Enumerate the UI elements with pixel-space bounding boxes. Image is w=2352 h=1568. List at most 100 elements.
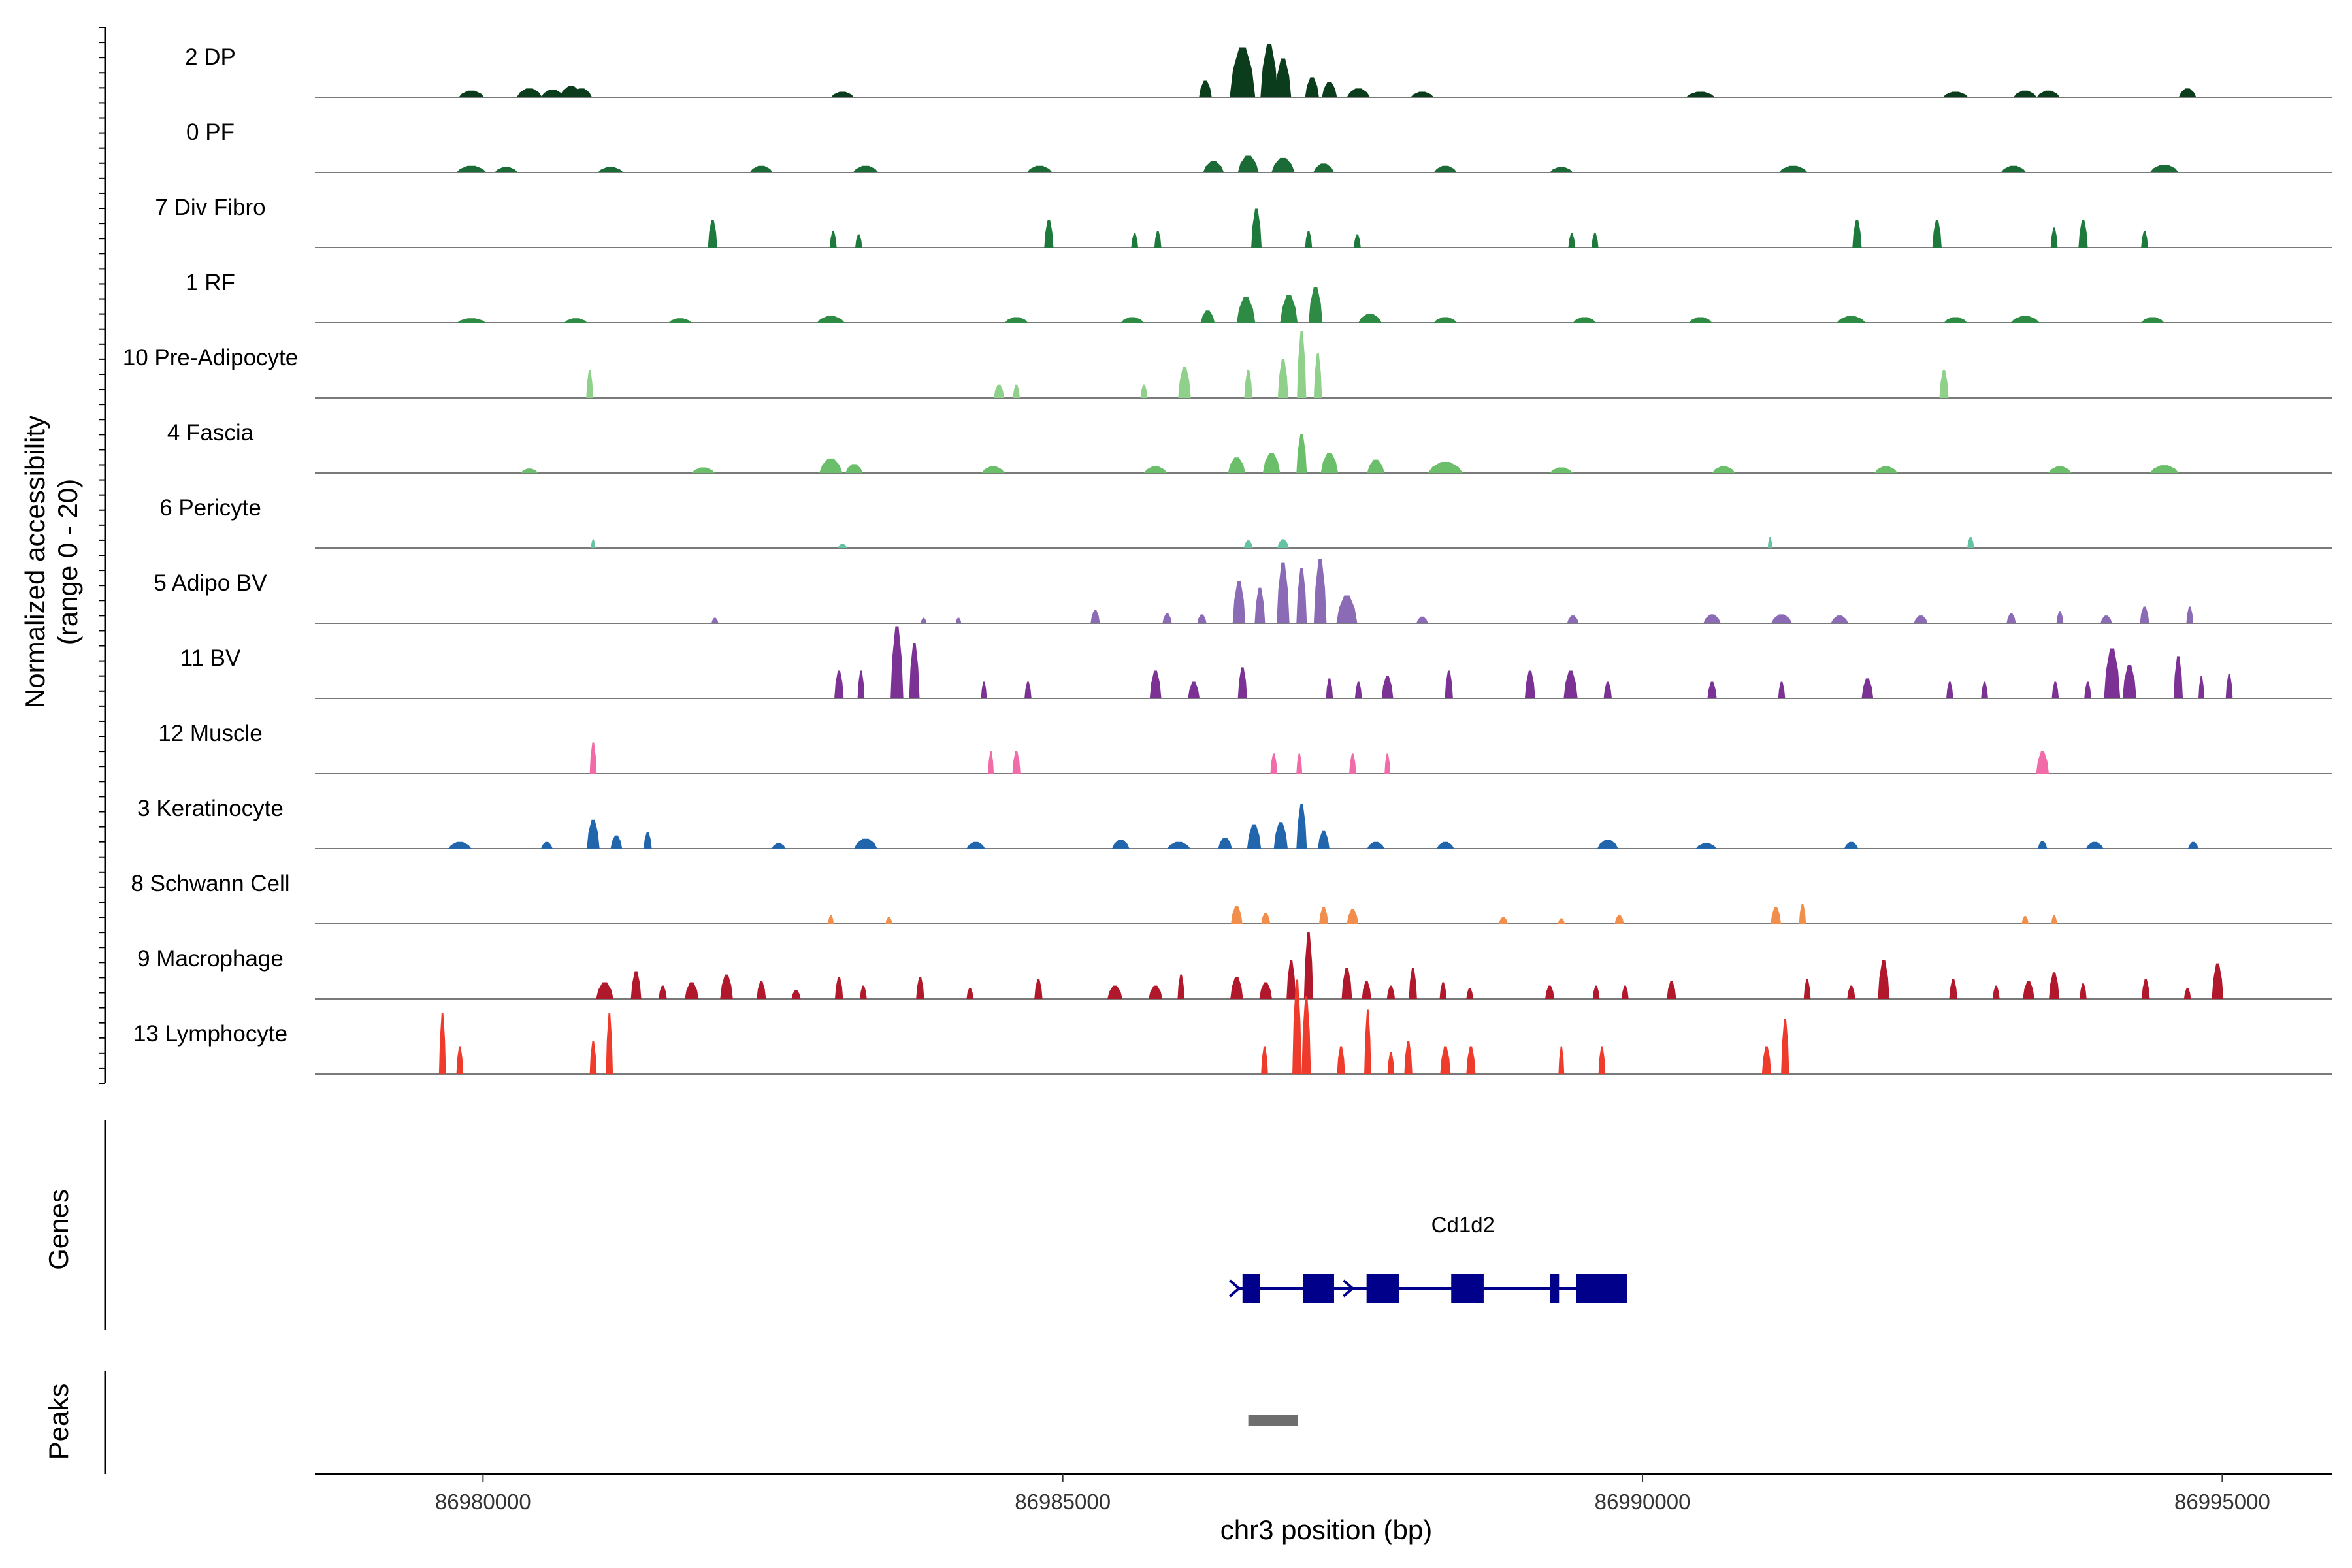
coverage-peak bbox=[1296, 753, 1303, 774]
coverage-peak bbox=[829, 231, 837, 248]
coverage-peak bbox=[860, 985, 867, 999]
coverage-peak bbox=[1466, 1046, 1476, 1074]
coverage-peak bbox=[1558, 918, 1565, 924]
peak-track-title: Peaks bbox=[43, 1384, 74, 1460]
coverage-peak bbox=[1004, 317, 1028, 323]
track-14: 13 Lymphocyte bbox=[133, 979, 2332, 1075]
coverage-peak bbox=[2080, 983, 2087, 999]
coverage-peak bbox=[495, 167, 518, 172]
coverage-peak bbox=[1303, 932, 1314, 999]
coverage-peak bbox=[1803, 979, 1811, 999]
coverage-peak bbox=[1013, 384, 1021, 398]
coverage-peak bbox=[1445, 670, 1453, 698]
gene-name: Cd1d2 bbox=[1431, 1213, 1495, 1237]
coverage-peak bbox=[757, 981, 766, 999]
coverage-peak bbox=[1107, 985, 1123, 999]
coverage-peak bbox=[817, 316, 845, 323]
coverage-peak bbox=[587, 819, 600, 849]
coverage-peak bbox=[1767, 537, 1772, 548]
coverage-peak bbox=[1318, 907, 1329, 924]
coverage-peak bbox=[2225, 674, 2233, 698]
coverage-peak bbox=[1524, 670, 1535, 698]
coverage-peak bbox=[456, 165, 487, 172]
track-8: 5 Adipo BV bbox=[154, 559, 2332, 624]
coverage-peak bbox=[711, 617, 719, 623]
coverage-peak bbox=[1695, 843, 1717, 849]
coverage-peak bbox=[1277, 562, 1290, 623]
track-10: 12 Muscle bbox=[158, 721, 2332, 774]
track-label: 4 Fascia bbox=[167, 420, 254, 446]
coverage-peak bbox=[1337, 1046, 1345, 1074]
coverage-peak bbox=[1120, 317, 1144, 323]
coverage-peak bbox=[1550, 167, 1573, 172]
coverage-peak bbox=[1387, 1052, 1395, 1074]
coverage-peak bbox=[1440, 1046, 1451, 1074]
coverage-peak bbox=[2198, 676, 2204, 698]
coverage-peak bbox=[1251, 208, 1262, 248]
track-label: 13 Lymphocyte bbox=[133, 1021, 287, 1047]
coverage-peak bbox=[2010, 316, 2040, 323]
coverage-peak bbox=[966, 841, 985, 849]
coverage-peak bbox=[1090, 610, 1100, 623]
track-label: 6 Pericyte bbox=[159, 495, 261, 521]
coverage-peak bbox=[1280, 295, 1298, 323]
coverage-peak bbox=[1254, 587, 1266, 623]
track-2: 0 PF bbox=[186, 120, 2332, 173]
coverage-peak bbox=[1946, 681, 1953, 698]
coverage-peak bbox=[1313, 163, 1334, 172]
coverage-peak bbox=[516, 88, 542, 97]
coverage-peak bbox=[2021, 916, 2029, 924]
coverage-peak bbox=[1771, 907, 1782, 924]
coverage-peak bbox=[2036, 751, 2050, 774]
coverage-peak bbox=[1024, 681, 1032, 698]
coverage-peak bbox=[2173, 656, 2183, 698]
coverage-peak bbox=[1466, 988, 1473, 999]
coverage-peak bbox=[1244, 370, 1252, 398]
coverage-peak bbox=[1433, 317, 1458, 323]
coverage-peak bbox=[589, 742, 597, 774]
coverage-peak bbox=[1404, 1041, 1413, 1074]
coverage-peak bbox=[1364, 1009, 1371, 1074]
coverage-peak bbox=[1771, 614, 1792, 623]
track-7: 6 Pericyte bbox=[159, 495, 2332, 549]
coverage-peak bbox=[708, 220, 717, 248]
coverage-peak bbox=[1199, 80, 1212, 97]
track-label: 10 Pre-Adipocyte bbox=[123, 345, 298, 370]
gene-exon bbox=[1242, 1274, 1260, 1303]
coverage-peak bbox=[921, 617, 927, 623]
coverage-peak bbox=[2078, 220, 2088, 248]
coverage-peak bbox=[1318, 830, 1330, 849]
coverage-peak bbox=[668, 318, 692, 323]
coverage-peak bbox=[1614, 915, 1624, 924]
coverage-peak bbox=[854, 838, 877, 849]
coverage-peak bbox=[459, 90, 485, 97]
x-tick-label: 86980000 bbox=[435, 1490, 531, 1514]
coverage-peak bbox=[2178, 88, 2197, 97]
track-12: 8 Schwann Cell bbox=[131, 871, 2332, 924]
coverage-peak bbox=[1993, 985, 2000, 999]
x-axis-title: chr3 position (bp) bbox=[1220, 1514, 1433, 1545]
coverage-peak bbox=[630, 971, 642, 999]
coverage-peak bbox=[1131, 233, 1139, 248]
coverage-peak bbox=[1277, 539, 1289, 548]
track-6: 4 Fascia bbox=[167, 420, 2332, 474]
coverage-peak bbox=[610, 835, 623, 849]
coverage-peak bbox=[1847, 985, 1855, 999]
coverage-peak bbox=[1591, 233, 1599, 248]
coverage-peak bbox=[606, 1013, 613, 1074]
track-label: 3 Keratinocyte bbox=[137, 796, 284, 821]
track-label: 7 Div Fibro bbox=[155, 195, 265, 220]
coverage-peak bbox=[1313, 353, 1322, 398]
coverage-peak bbox=[438, 1013, 446, 1074]
y-axis-title-line2: (range 0 - 20) bbox=[52, 479, 83, 645]
coverage-peak bbox=[1409, 968, 1417, 999]
coverage-peak bbox=[981, 681, 987, 698]
coverage-peak bbox=[1277, 359, 1288, 398]
coverage-peak bbox=[1689, 317, 1712, 323]
coverage-peak bbox=[1667, 981, 1676, 999]
coverage-peak bbox=[772, 843, 786, 849]
coverage-peak bbox=[1154, 231, 1162, 248]
coverage-peak bbox=[1200, 310, 1215, 323]
coverage-peak bbox=[955, 617, 962, 623]
coverage-peak bbox=[1320, 453, 1339, 473]
